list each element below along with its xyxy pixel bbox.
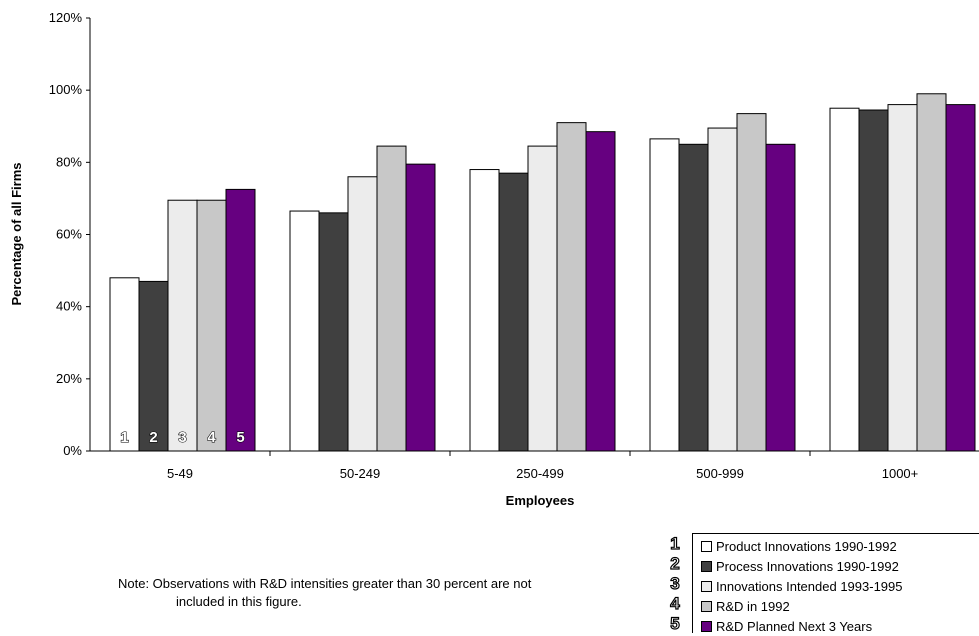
bar — [765, 143, 796, 452]
y-tick-label: 100% — [49, 82, 83, 97]
legend-item: Process Innovations 1990-1992 — [693, 556, 899, 576]
bar-series-numbers: 1 2 3 4 5 — [120, 428, 245, 446]
chart-legend: Product Innovations 1990-1992 Process Inn… — [692, 533, 979, 636]
bar — [887, 104, 918, 452]
y-tick-label: 20% — [56, 371, 82, 386]
x-axis-title: Employees — [506, 493, 575, 508]
legend-swatch — [701, 620, 712, 632]
legend-number: 2 — [670, 553, 681, 573]
x-tick-label: 250-499 — [516, 466, 564, 481]
y-tick-label: 40% — [56, 299, 82, 314]
legend-number: 5 — [670, 613, 681, 633]
legend-swatch — [701, 540, 712, 552]
note-line-1: Note: Observations with R&D intensities … — [118, 576, 532, 591]
bar — [916, 93, 947, 452]
bar — [109, 277, 140, 452]
y-tick-label: 60% — [56, 227, 82, 242]
legend-label: Innovations Intended 1993-1995 — [716, 578, 903, 594]
legend-label: R&D Planned Next 3 Years — [716, 618, 873, 634]
x-tick-label: 1000+ — [882, 466, 919, 481]
legend-number: 1 — [670, 533, 681, 553]
legend-swatch — [701, 580, 712, 592]
legend-item: Product Innovations 1990-1992 — [693, 536, 897, 556]
bar-series-number: 1 — [120, 429, 128, 446]
x-axis-ticks: 5-49 50-249 250-499 500-999 1000+ — [167, 451, 918, 481]
legend-label: Product Innovations 1990-1992 — [716, 538, 897, 554]
legend-item: R&D Planned Next 3 Years — [693, 616, 872, 636]
bar — [347, 176, 378, 452]
bar — [376, 145, 407, 452]
bar — [138, 280, 169, 452]
x-tick-label: 50-249 — [340, 466, 380, 481]
note-line-2: included in this figure. — [176, 594, 302, 609]
bar — [167, 199, 198, 452]
bar-series-number: 2 — [149, 429, 157, 446]
legend-label: Process Innovations 1990-1992 — [716, 558, 899, 574]
bar — [289, 210, 320, 452]
bar — [405, 163, 436, 452]
bar — [469, 169, 500, 452]
bar — [858, 109, 889, 452]
bar-series-number: 3 — [178, 429, 186, 446]
x-tick-label: 5-49 — [167, 466, 193, 481]
bar — [527, 145, 558, 452]
bar — [829, 107, 860, 452]
y-tick-label: 0% — [63, 443, 82, 458]
bar — [736, 113, 767, 452]
bar — [678, 143, 709, 452]
legend-label: R&D in 1992 — [716, 598, 790, 614]
bar — [556, 122, 587, 452]
bar — [225, 188, 256, 452]
legend-item: R&D in 1992 — [693, 596, 790, 616]
x-tick-label: 500-999 — [696, 466, 744, 481]
chart-note: Note: Observations with R&D intensities … — [118, 575, 648, 611]
y-tick-label: 80% — [56, 154, 82, 169]
y-axis-title: Percentage of all Firms — [9, 162, 24, 305]
legend-item: Innovations Intended 1993-1995 — [693, 576, 903, 596]
legend-number: 4 — [670, 593, 681, 613]
y-axis-ticks: 0% 20% 40% 60% 80% 100% 120% — [49, 10, 90, 458]
bar — [585, 131, 616, 452]
bar — [649, 138, 680, 452]
bar — [945, 104, 976, 452]
bar-series-number: 4 — [207, 429, 216, 446]
bar — [196, 199, 227, 452]
legend-swatch — [701, 560, 712, 572]
bars — [109, 93, 976, 452]
bar — [498, 172, 529, 452]
bar-series-number: 5 — [236, 429, 244, 446]
bar — [707, 127, 738, 452]
bar — [318, 212, 349, 452]
y-tick-label: 120% — [49, 10, 83, 25]
legend-number: 3 — [670, 573, 681, 593]
legend-swatch — [701, 600, 712, 612]
